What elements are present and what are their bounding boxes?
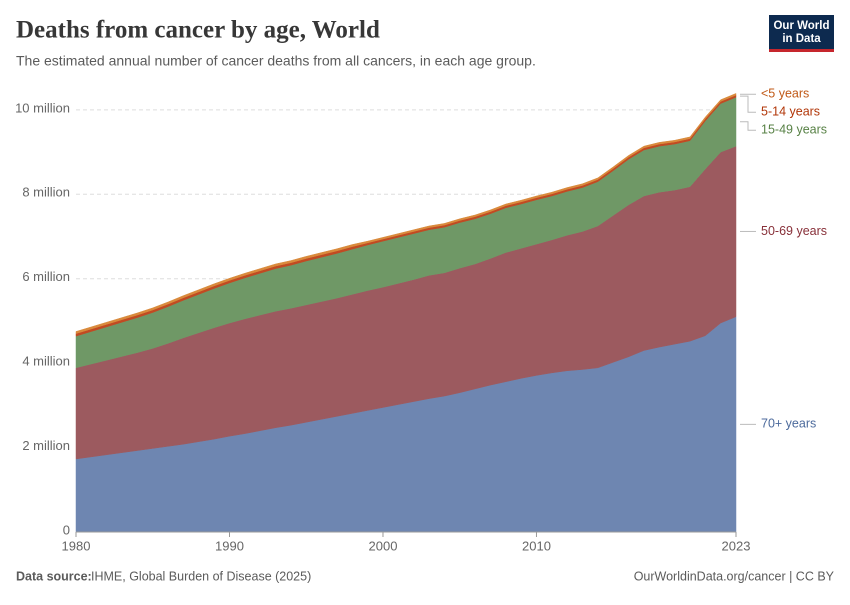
x-tick-label: 1980	[62, 538, 91, 553]
leader-line	[740, 95, 756, 113]
y-tick-label: 0	[63, 522, 70, 537]
legend-label: 50-69 years	[761, 224, 827, 238]
chart-subtitle: The estimated annual number of cancer de…	[16, 53, 536, 69]
legend-label: 5-14 years	[761, 105, 820, 119]
logo[interactable]: Our World in Data	[769, 15, 834, 52]
source-label: Data source:	[16, 569, 92, 583]
chart-title: Deaths from cancer by age, World	[16, 17, 380, 44]
logo-text: in Data	[782, 33, 821, 45]
area	[75, 93, 737, 334]
credit[interactable]: OurWorldinData.org/cancer | CC BY	[634, 569, 835, 583]
logo-stripe	[769, 49, 834, 52]
legend-label: 70+ years	[761, 417, 816, 431]
x-tick-label: 2010	[522, 538, 551, 553]
y-tick-label: 8 million	[22, 185, 70, 200]
logo-box[interactable]	[769, 15, 834, 52]
leader-line	[740, 121, 756, 131]
y-tick-label: 4 million	[22, 354, 70, 369]
y-tick-label: 2 million	[22, 438, 70, 453]
x-tick-label: 2023	[722, 538, 751, 553]
legend-label: <5 years	[761, 87, 809, 101]
x-tick-label: 2000	[369, 538, 398, 553]
x-tick-label: 1990	[215, 538, 244, 553]
source: IHME, Global Burden of Disease (2025)	[91, 569, 311, 583]
y-tick-label: 10 million	[15, 100, 70, 115]
legend-label: 15-49 years	[761, 123, 827, 137]
logo-text: Our World	[773, 20, 829, 32]
y-tick-label: 6 million	[22, 269, 70, 284]
